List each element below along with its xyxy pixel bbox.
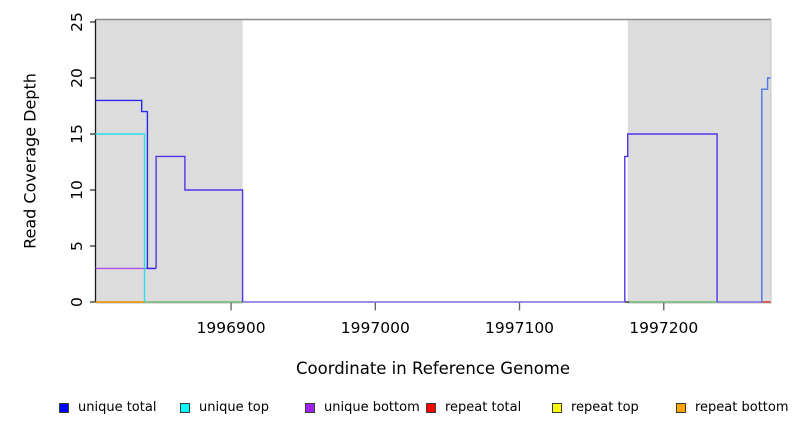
y-tick-label: 5 (68, 241, 86, 251)
legend-item-repeat-bottom: repeat bottom (676, 399, 789, 417)
y-axis-title: Read Coverage Depth (20, 73, 40, 249)
chart-legend: unique total unique top unique bottom repea… (0, 399, 792, 421)
x-tick-label: 1996900 (197, 319, 266, 337)
legend-item-unique-top: unique top (180, 399, 269, 417)
y-tick-label: 15 (68, 124, 86, 144)
y-tick-label: 20 (68, 68, 86, 88)
legend-label: repeat total (445, 400, 522, 415)
series-unique-total-right-steps (624, 133, 718, 302)
shaded-region (95, 20, 243, 304)
legend-item-unique-bottom: unique bottom (305, 399, 420, 417)
legend-swatch-unique-total (59, 403, 69, 413)
x-tick-label: 1997100 (485, 319, 554, 337)
series-unique-total-left (95, 99, 157, 270)
legend-swatch-repeat-top (552, 403, 562, 413)
legend-item-unique-total: unique total (59, 399, 156, 417)
legend-swatch-repeat-total (426, 403, 436, 413)
series-unique-total-left-steps (155, 155, 244, 302)
legend-swatch-unique-bottom (305, 403, 315, 413)
legend-label: repeat top (571, 400, 639, 415)
series-unique-total-far-right (761, 77, 771, 302)
legend-label: unique bottom (324, 400, 420, 415)
shaded-region (627, 20, 771, 304)
series-unique-top-left (95, 133, 146, 302)
legend-label: repeat bottom (695, 400, 789, 415)
legend-label: unique total (78, 400, 157, 415)
x-tick-label: 1997200 (629, 319, 698, 337)
legend-swatch-unique-top (180, 403, 190, 413)
y-tick-label: 10 (68, 180, 86, 200)
y-tick-label: 0 (68, 297, 86, 307)
x-tick-label: 1997000 (341, 319, 410, 337)
legend-label: unique top (199, 400, 270, 415)
x-axis-title: Coordinate in Reference Genome (295, 359, 571, 378)
legend-swatch-repeat-bottom (676, 403, 686, 413)
legend-item-repeat-total: repeat total (426, 399, 521, 417)
legend-item-repeat-top: repeat top (552, 399, 639, 417)
y-tick-label: 25 (68, 12, 86, 32)
